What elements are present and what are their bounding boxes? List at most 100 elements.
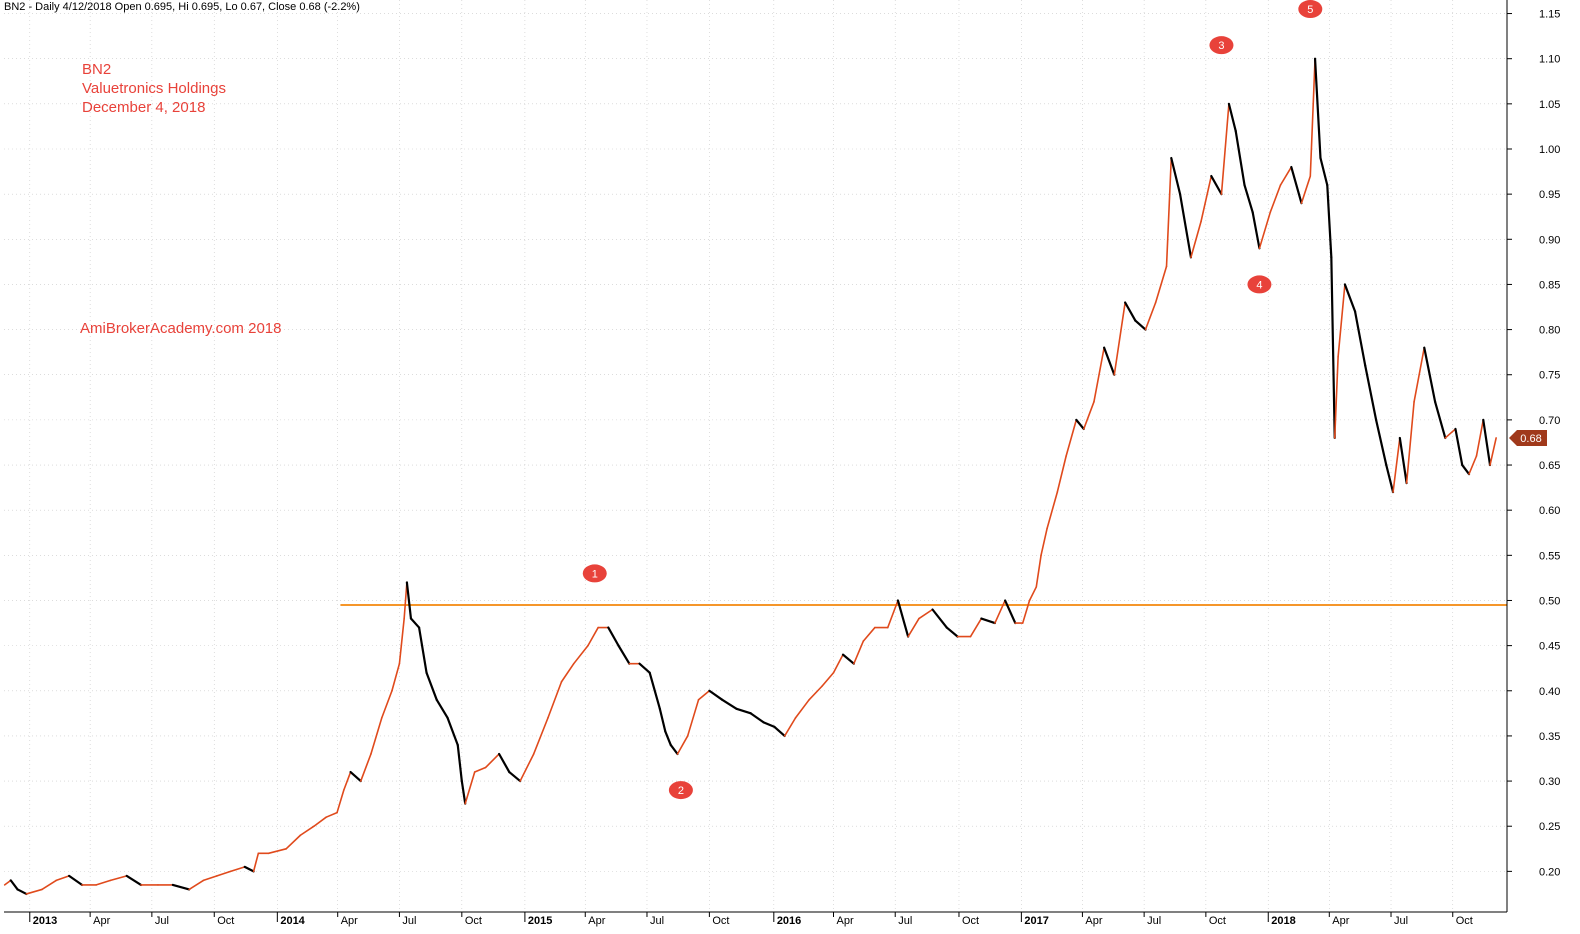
y-tick-label: 1.15	[1539, 9, 1560, 21]
price-segment	[1093, 346, 1105, 403]
price-segment	[735, 707, 752, 715]
price-segment	[1398, 436, 1408, 485]
x-tick-label: Oct	[1209, 915, 1226, 927]
price-segment	[1028, 586, 1038, 602]
price-segment	[1178, 193, 1193, 259]
wave-markers: 1 2 3 4 5	[582, 0, 1323, 800]
x-tick-label: Oct	[962, 915, 979, 927]
price-segment	[1170, 156, 1182, 196]
price-segment	[9, 879, 19, 891]
x-tick-label: Apr	[588, 915, 605, 927]
annotation-date: December 4, 2018	[82, 99, 206, 116]
price-segment	[1337, 283, 1346, 358]
price-segment	[1258, 211, 1272, 250]
price-segment	[969, 617, 983, 638]
price-segment	[1392, 437, 1401, 493]
price-segment	[560, 662, 575, 683]
price-segment	[446, 716, 459, 747]
price-segment	[862, 626, 876, 642]
price-segment	[435, 698, 449, 719]
axes: 0.20 0.25 0.30 0.35 0.40 0.45 0.50 0.55 0.60 0.65…	[4, 0, 1560, 927]
x-tick-label: 2014	[280, 915, 305, 927]
price-segment	[1021, 599, 1031, 624]
annotation-ticker: BN2	[82, 61, 112, 78]
price-segment	[202, 875, 218, 882]
price-segment	[68, 874, 84, 887]
price-segment	[370, 717, 383, 755]
price-segment	[617, 644, 631, 665]
price-segment	[853, 640, 865, 665]
price-segment	[1046, 491, 1059, 530]
price-segment	[1003, 599, 1017, 625]
price-segment	[1309, 57, 1316, 177]
x-tick-label: 2017	[1024, 915, 1048, 927]
price-segment	[336, 789, 345, 814]
price-segment	[25, 888, 43, 895]
price-segment	[1134, 319, 1147, 331]
last-price-label: 0.68	[1520, 433, 1541, 445]
price-segment	[980, 617, 997, 625]
chart-header: BN2 - Daily 4/12/2018 Open 0.695, Hi 0.6…	[4, 1, 360, 13]
price-segment	[572, 644, 589, 665]
y-tick-label: 1.05	[1539, 99, 1560, 111]
y-tick-label: 0.70	[1539, 415, 1560, 427]
price-segment	[783, 717, 797, 737]
price-segment	[55, 875, 70, 882]
wave-marker-label: 5	[1307, 4, 1313, 16]
price-segment	[1279, 166, 1293, 186]
price-segment	[808, 685, 823, 701]
price-segment	[708, 689, 724, 701]
price-segment	[109, 875, 128, 882]
price-segment	[519, 753, 535, 782]
price-segment	[498, 752, 511, 774]
price-segment	[409, 617, 421, 629]
price-segment	[697, 689, 711, 701]
price-segment	[669, 743, 679, 756]
price-segment	[749, 712, 765, 724]
price-segment	[1220, 103, 1230, 195]
y-tick-label: 0.75	[1539, 370, 1560, 382]
price-segment	[252, 852, 260, 873]
price-segment	[508, 770, 522, 783]
price-segment	[896, 599, 910, 638]
x-tick-label: 2016	[777, 915, 801, 927]
price-segment	[1300, 175, 1312, 204]
price-segment	[794, 699, 810, 719]
x-tick-label: Jul	[402, 915, 416, 927]
wave-marker-3	[1209, 36, 1234, 55]
annotation-company: Valuetronics Holdings	[82, 80, 226, 97]
price-segment	[16, 888, 28, 896]
price-segment	[95, 879, 112, 886]
price-segment	[1482, 418, 1492, 467]
y-tick-label: 0.25	[1539, 821, 1560, 833]
y-tick-label: 0.30	[1539, 776, 1560, 788]
x-tick-label: Jul	[1147, 915, 1161, 927]
price-segment	[1075, 418, 1085, 431]
y-tick-label: 1.00	[1539, 144, 1560, 156]
price-segment	[676, 735, 689, 755]
y-tick-label: 0.55	[1539, 550, 1560, 562]
wave-marker-5	[1298, 0, 1323, 19]
y-tick-label: 0.45	[1539, 641, 1560, 653]
price-segment	[1103, 346, 1116, 376]
price-segment	[1444, 428, 1457, 439]
price-segment	[425, 671, 438, 701]
x-tick-label: Oct	[465, 915, 482, 927]
price-segment	[417, 626, 428, 674]
x-tick-label: Jul	[155, 915, 169, 927]
price-segment	[171, 883, 191, 891]
price-segment	[285, 834, 302, 850]
price-segment	[664, 730, 672, 747]
price-segment	[1154, 265, 1168, 304]
price-segment	[1227, 102, 1237, 133]
price-segment	[1210, 174, 1223, 196]
y-tick-label: 0.65	[1539, 460, 1560, 472]
price-segment	[1319, 156, 1329, 187]
x-tick-label: 2013	[33, 915, 57, 927]
price-segment	[658, 707, 667, 733]
price-segment	[547, 680, 563, 719]
x-tick-label: Apr	[93, 915, 110, 927]
price-segment	[460, 779, 467, 805]
y-tick-label: 0.95	[1539, 189, 1560, 201]
price-segment	[1251, 211, 1261, 250]
